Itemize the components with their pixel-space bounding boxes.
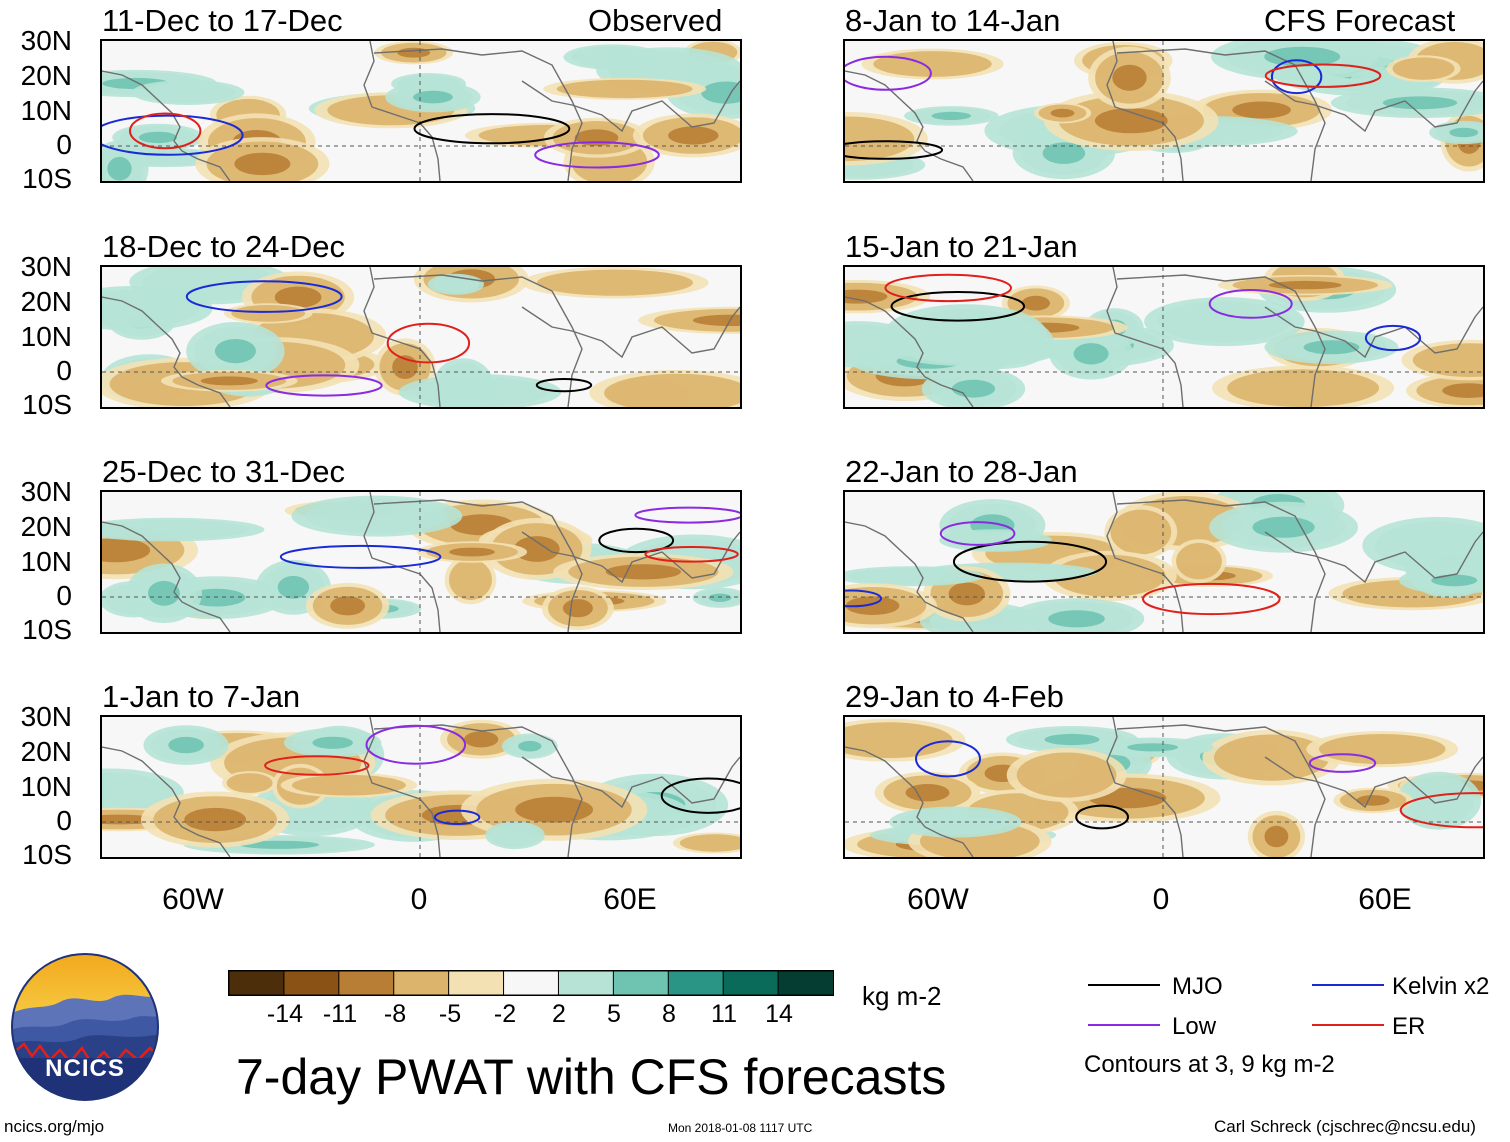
lat-label-30n: 30N: [20, 25, 72, 56]
colorbar-label: 11: [711, 1000, 737, 1028]
panel-title-obs-3: 25-Dec to 31-Dec: [102, 454, 345, 489]
colorbar-swatch: [557, 970, 615, 996]
colorbar-swatch: [283, 970, 340, 996]
observed-label: Observed: [588, 3, 723, 38]
colorbar-swatch: [667, 970, 725, 996]
lat-label-10n: 10N: [20, 546, 72, 577]
panel-title-obs-1: 11-Dec to 17-Dec: [102, 3, 343, 38]
map-panel-fc-1: [843, 39, 1485, 183]
lat-label-eq: 0: [56, 129, 72, 160]
colorbar-swatch: [228, 970, 285, 996]
main-title: 7-day PWAT with CFS forecasts: [236, 1049, 947, 1105]
legend-label-er: ER: [1392, 1013, 1426, 1040]
pwat-map-obs-3: [102, 492, 740, 632]
colorbar-swatch: [777, 970, 835, 996]
map-panel-fc-4: [843, 715, 1485, 859]
colorbar-label: 14: [765, 1000, 793, 1028]
er-line-icon: [1312, 1024, 1384, 1026]
lat-label-30n: 30N: [20, 701, 72, 732]
lat-label-20n: 20N: [20, 286, 72, 317]
colorbar-label: -2: [493, 1000, 517, 1028]
legend-label-low: Low: [1172, 1013, 1217, 1040]
map-panel-fc-3: [843, 490, 1485, 634]
map-panel-obs-2: [100, 265, 742, 409]
pwat-map-obs-1: [102, 41, 740, 181]
colorbar-swatch: [503, 970, 560, 996]
lat-label-eq: 0: [56, 805, 72, 836]
colorbar-swatch: [722, 970, 780, 996]
colorbar-label: -5: [438, 1000, 462, 1028]
colorbar-label: -8: [383, 1000, 407, 1028]
pwat-map-obs-2: [102, 267, 740, 407]
lon-label-0-obs: 0: [410, 883, 428, 916]
colorbar-swatch: [338, 970, 395, 996]
colorbar-label: 2: [552, 1000, 566, 1028]
footer-url[interactable]: ncics.org/mjo: [4, 1117, 105, 1136]
lat-label-10n: 10N: [20, 95, 72, 126]
pwat-map-fc-1: [845, 41, 1483, 181]
colorbar-units: kg m-2: [862, 981, 942, 1011]
footer-timestamp: Mon 2018-01-08 1117 UTC: [668, 1121, 813, 1135]
pwat-map-fc-4: [845, 717, 1483, 857]
panel-title-fc-4: 29-Jan to 4-Feb: [845, 679, 1064, 714]
lat-label-eq: 0: [56, 580, 72, 611]
lat-label-20n: 20N: [20, 736, 72, 767]
kelvin-line-icon: [1312, 984, 1384, 986]
logo-text: NCICS: [45, 1055, 125, 1082]
lat-label-30n: 30N: [20, 251, 72, 282]
colorbar-label: -14: [266, 1000, 304, 1028]
panel-title-fc-3: 22-Jan to 28-Jan: [845, 454, 1078, 489]
contour-legend: MJO Kelvin x2 Low ER Contours at 3, 9 kg…: [1084, 972, 1506, 1082]
legend-label-kelvin: Kelvin x2: [1392, 973, 1490, 1000]
map-panel-obs-4: [100, 715, 742, 859]
lat-label-eq: 0: [56, 355, 72, 386]
ncics-logo: NCICS: [10, 952, 160, 1102]
lat-label-10n: 10N: [20, 321, 72, 352]
pwat-map-obs-4: [102, 717, 740, 857]
lon-label-60w-obs: 60W: [162, 883, 224, 916]
lat-label-10s: 10S: [22, 839, 72, 870]
footer-author: Carl Schreck (cjschrec@ncsu.edu): [1214, 1117, 1476, 1136]
low-line-icon: [1088, 1024, 1160, 1026]
lat-label-10s: 10S: [22, 163, 72, 194]
lat-label-10s: 10S: [22, 389, 72, 420]
lat-label-10s: 10S: [22, 614, 72, 645]
panel-title-fc-1: 8-Jan to 14-Jan: [845, 3, 1061, 38]
lat-label-20n: 20N: [20, 60, 72, 91]
colorbar-label: -11: [322, 1000, 358, 1028]
map-panel-obs-3: [100, 490, 742, 634]
map-panel-obs-1: [100, 39, 742, 183]
colorbar-swatch: [448, 970, 505, 996]
colorbar: [228, 970, 835, 996]
lon-label-60w-fc: 60W: [907, 883, 969, 916]
lat-label-30n: 30N: [20, 476, 72, 507]
colorbar-label: 5: [607, 1000, 621, 1028]
contours-note: Contours at 3, 9 kg m-2: [1084, 1051, 1335, 1078]
lon-label-60e-fc: 60E: [1358, 883, 1412, 916]
lon-label-0-fc: 0: [1152, 883, 1170, 916]
panel-title-obs-4: 1-Jan to 7-Jan: [102, 679, 301, 714]
pwat-map-fc-2: [845, 267, 1483, 407]
panel-title-fc-2: 15-Jan to 21-Jan: [845, 229, 1078, 264]
pwat-map-fc-3: [845, 492, 1483, 632]
lat-label-20n: 20N: [20, 511, 72, 542]
colorbar-swatches: [228, 970, 835, 996]
lat-label-10n: 10N: [20, 771, 72, 802]
legend-label-mjo: MJO: [1172, 973, 1223, 1000]
colorbar-swatch: [393, 970, 450, 996]
map-panel-fc-2: [843, 265, 1485, 409]
lon-label-60e-obs: 60E: [603, 883, 657, 916]
forecast-label: CFS Forecast: [1264, 3, 1456, 38]
panel-title-obs-2: 18-Dec to 24-Dec: [102, 229, 345, 264]
colorbar-label: 8: [662, 1000, 676, 1028]
colorbar-swatch: [612, 970, 670, 996]
mjo-line-icon: [1088, 984, 1160, 986]
